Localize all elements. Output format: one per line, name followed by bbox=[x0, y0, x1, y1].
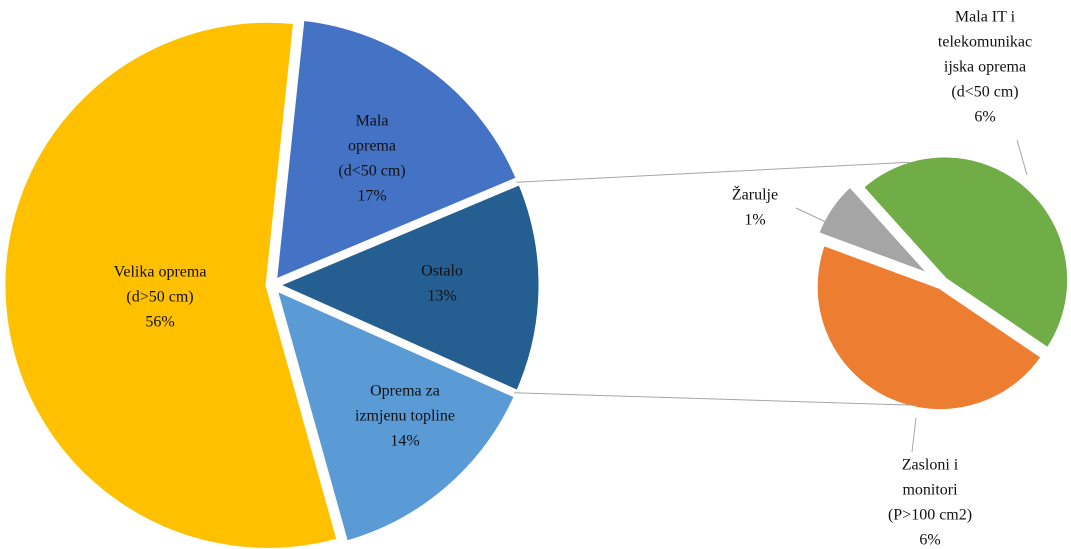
slice-label: (d<50 cm) bbox=[338, 163, 405, 180]
leader-line bbox=[1016, 139, 1028, 176]
slice-label: oprema bbox=[348, 138, 396, 155]
pie-slice bbox=[269, 179, 544, 397]
pie-slice bbox=[813, 180, 936, 280]
value-label: 13% bbox=[427, 288, 456, 305]
connector-line bbox=[514, 392, 917, 406]
slice-label: ijska oprema bbox=[944, 59, 1026, 76]
slice-label: Oprema za bbox=[370, 383, 440, 400]
slice-label: monitori bbox=[902, 482, 958, 499]
slice-label: Žarulje bbox=[732, 185, 778, 204]
pie-slice bbox=[271, 15, 522, 286]
pie-slice bbox=[270, 283, 521, 547]
slice-label: (d>50 cm) bbox=[126, 289, 193, 306]
connector-line bbox=[516, 161, 910, 183]
slice-label: Zasloni i bbox=[902, 457, 959, 474]
value-label: 6% bbox=[919, 532, 940, 549]
pie-slice bbox=[0, 17, 343, 549]
value-label: 17% bbox=[357, 188, 386, 205]
slice-label: izmjenu topline bbox=[355, 408, 455, 425]
pie-slice bbox=[812, 239, 1048, 415]
slice-label: Mala bbox=[356, 113, 389, 130]
slice-label: (P>100 cm2) bbox=[888, 507, 972, 524]
value-label: 6% bbox=[974, 109, 995, 126]
leader-line bbox=[795, 207, 831, 225]
slice-label: telekomunikac bbox=[938, 34, 1032, 51]
leader-line bbox=[911, 417, 917, 453]
slice-label: Mala IT i bbox=[955, 9, 1016, 26]
value-label: 1% bbox=[744, 212, 765, 229]
slice-label: Velika oprema bbox=[114, 264, 207, 281]
value-label: 14% bbox=[390, 433, 419, 450]
value-label: 56% bbox=[145, 314, 174, 331]
slice-label: Ostalo bbox=[421, 263, 463, 280]
slice-label: (d<50 cm) bbox=[951, 84, 1018, 101]
